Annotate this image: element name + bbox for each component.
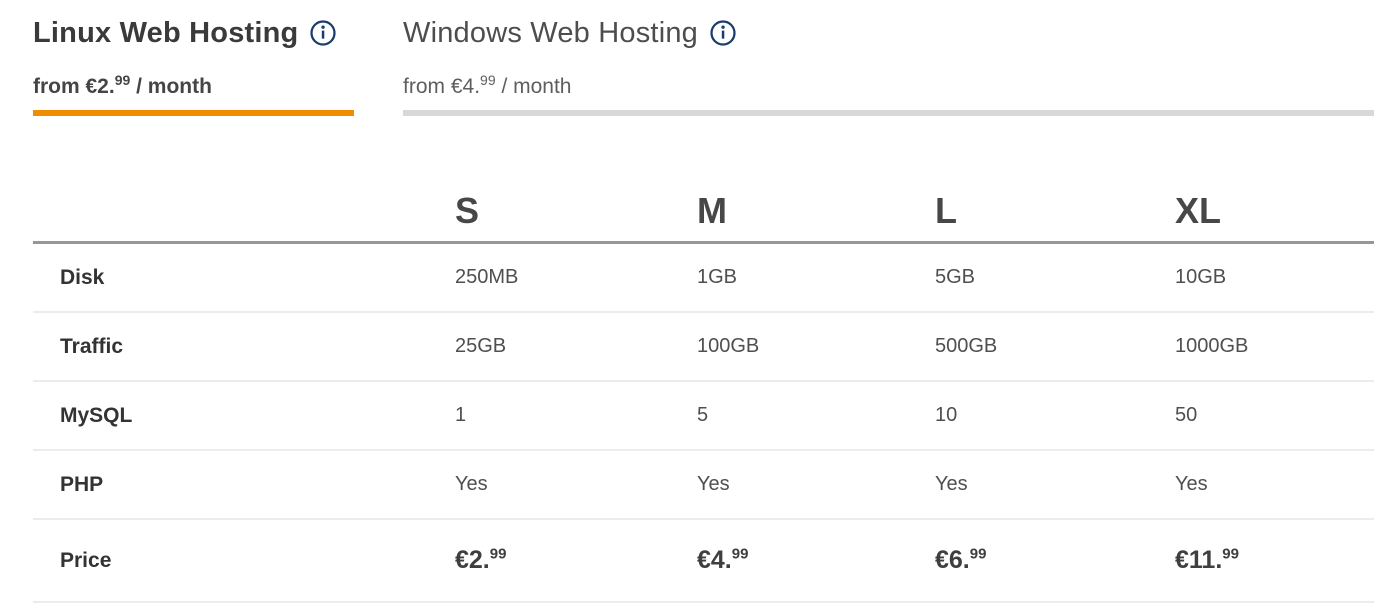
cell-value: 5GB [935, 266, 976, 288]
table-row: Disk 250MB 1GB 5GB 10GB [33, 244, 1374, 313]
table-row: Traffic 25GB 100GB 500GB 1000GB [33, 313, 1374, 382]
tab-windows-web-hosting[interactable]: Windows Web Hosting from €4.99 / month [354, 12, 1374, 116]
price-value: €2.99 [455, 545, 507, 574]
cell-value: 1 [455, 404, 467, 426]
cell-value: 250MB [455, 266, 519, 288]
tab-linux-active-underline [33, 110, 354, 116]
cell-value: 500GB [935, 335, 998, 357]
tab-windows-title-row: Windows Web Hosting [403, 12, 1374, 54]
price-value: €11.99 [1175, 545, 1239, 574]
tab-windows-inactive-underline [403, 110, 1374, 116]
cell-value: Yes [455, 473, 488, 495]
cell-value: Yes [1175, 473, 1208, 495]
row-label: PHP [60, 472, 104, 496]
row-label: Traffic [60, 334, 124, 358]
column-header-s: S [455, 190, 480, 231]
plan-comparison-table: S M L XL Disk 250MB 1GB 5GB 10GB Traffic 25GB 1… [33, 164, 1374, 603]
tab-linux-web-hosting[interactable]: Linux Web Hosting from €2.99 / month [33, 12, 354, 116]
cell-value: 1000GB [1175, 335, 1249, 357]
table-row: MySQL 1 5 10 50 [33, 382, 1374, 451]
price-value: €6.99 [935, 545, 987, 574]
hosting-tabs: Linux Web Hosting from €2.99 / month Win… [33, 0, 1398, 116]
table-row: Price €2.99 €4.99 €6.99 €11.99 [33, 520, 1374, 603]
tab-linux-title-row: Linux Web Hosting [33, 12, 354, 54]
cell-value: 25GB [455, 335, 507, 357]
price-prefix: from €4. [403, 75, 481, 98]
cell-value: 100GB [697, 335, 760, 357]
table-header-row: S M L XL [33, 164, 1374, 244]
tab-windows-price: from €4.99 / month [403, 72, 1374, 99]
column-header-m: M [697, 190, 727, 231]
row-label: Price [60, 548, 112, 572]
price-cents: 99 [480, 72, 496, 88]
column-header-l: L [935, 190, 957, 231]
cell-value: 5 [697, 404, 709, 426]
price-prefix: from €2. [33, 75, 115, 98]
row-label: Disk [60, 265, 105, 289]
tab-linux-price: from €2.99 / month [33, 72, 354, 99]
row-label: MySQL [60, 403, 133, 427]
cell-value: Yes [935, 473, 968, 495]
column-header-xl: XL [1175, 190, 1222, 231]
price-cents: 99 [114, 72, 131, 88]
info-icon[interactable] [710, 20, 736, 46]
table-body: Disk 250MB 1GB 5GB 10GB Traffic 25GB 100GB 500GB… [33, 244, 1374, 603]
cell-value: 10GB [1175, 266, 1227, 288]
info-icon[interactable] [310, 20, 337, 46]
price-value: €4.99 [697, 545, 749, 574]
tab-windows-title: Windows Web Hosting [403, 16, 698, 49]
price-suffix: / month [130, 75, 212, 98]
cell-value: 50 [1175, 404, 1198, 426]
cell-value: 10 [935, 404, 958, 426]
header-spacer [33, 229, 455, 241]
table-row: PHP Yes Yes Yes Yes [33, 451, 1374, 520]
price-suffix: / month [495, 75, 572, 98]
tab-linux-title: Linux Web Hosting [33, 16, 299, 49]
cell-value: 1GB [697, 266, 738, 288]
cell-value: Yes [697, 473, 730, 495]
